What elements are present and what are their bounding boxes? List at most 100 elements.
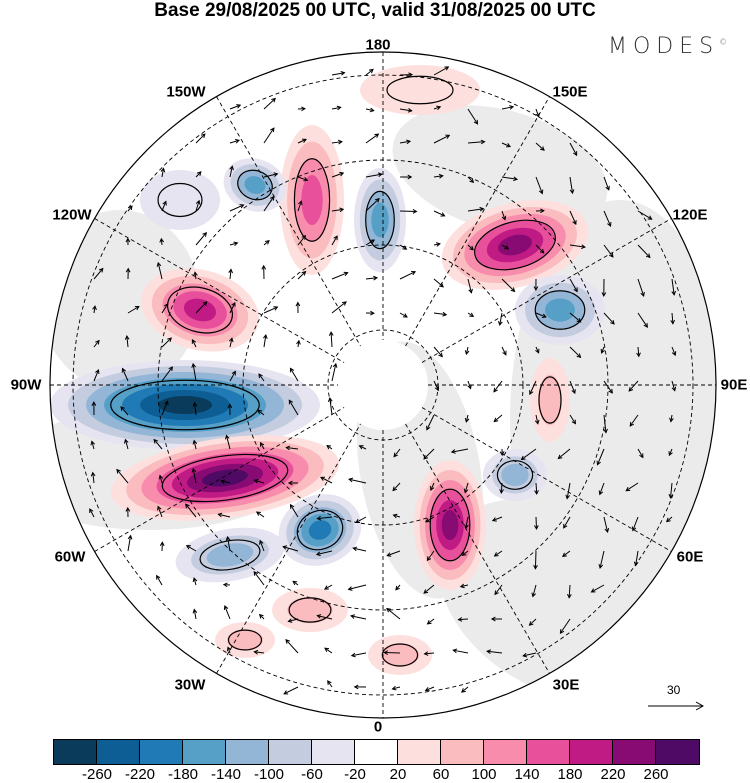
wind-arrow: [633, 550, 639, 567]
colorbar-bin: [226, 740, 269, 764]
wind-arrow: [315, 550, 333, 557]
wind-arrow: [331, 207, 345, 213]
wind-arrow: [225, 535, 231, 552]
negative-anomaly: [483, 449, 547, 501]
wind-arrow: [153, 438, 163, 450]
wind-arrow: [386, 550, 401, 557]
wind-arrow: [226, 646, 232, 654]
wind-arrow: [297, 234, 307, 246]
wind-arrow: [464, 414, 470, 423]
wind-arrow: [191, 467, 197, 484]
wind-arrow: [228, 337, 234, 348]
wind-arrow: [393, 448, 401, 458]
wind-arrow: [493, 550, 503, 557]
wind-arrow: [603, 176, 610, 191]
wind-arrow: [285, 445, 299, 451]
wind-arrow: [467, 206, 485, 212]
wind-arrow: [433, 66, 450, 76]
wind-arrow: [569, 346, 582, 359]
wind-arrow: [671, 380, 677, 392]
wind-arrow: [253, 649, 265, 655]
colorbar-bin: [269, 740, 312, 764]
wind-arrow: [433, 134, 451, 144]
wind-arrow: [452, 648, 469, 654]
modes-logo: MODES©: [608, 34, 727, 59]
wind-arrow: [365, 107, 375, 113]
colorbar-tick-label: 180: [557, 766, 583, 783]
wind-arrow: [433, 346, 443, 358]
wind-arrow: [535, 244, 545, 254]
wind-arrow: [433, 210, 446, 217]
wind-arrow: [255, 511, 265, 518]
colorbar-bin: [656, 740, 699, 764]
wind-arrow: [399, 108, 413, 113]
wind-arrow: [603, 210, 612, 228]
wind-arrow: [227, 403, 233, 416]
wind-arrow: [331, 235, 338, 246]
wind-arrow: [185, 545, 197, 552]
wind-arrow: [534, 516, 539, 530]
reference-arrow: [648, 701, 705, 711]
latitude-circle: [72, 74, 694, 696]
wind-arrow: [522, 652, 537, 658]
wind-arrow: [193, 271, 198, 280]
wind-arrow: [399, 271, 417, 280]
wind-arrow: [567, 584, 572, 599]
wind-arrow: [263, 127, 275, 144]
wind-arrow: [260, 441, 265, 450]
wind-arrow: [520, 448, 537, 461]
logo-text: MODES: [608, 34, 720, 59]
positive-anomaly: [280, 125, 344, 275]
wind-arrow: [395, 584, 401, 591]
wind-arrow: [467, 139, 486, 145]
reference-vector-label: 30: [667, 683, 681, 697]
wind-arrow: [501, 176, 519, 182]
colorbar-bin: [613, 740, 656, 764]
colorbar-tick-label: -60: [301, 766, 323, 783]
wind-arrow: [90, 440, 96, 450]
wind-arrow: [297, 176, 309, 182]
wind-arrow: [261, 264, 267, 280]
wind-arrow: [331, 171, 345, 178]
wind-arrow: [433, 311, 448, 317]
wind-arrow: [257, 409, 265, 416]
wind-arrow: [563, 516, 571, 529]
colorbar-tick-label: 220: [600, 766, 626, 783]
wind-arrow: [156, 574, 163, 586]
wind-arrow: [629, 414, 639, 427]
wind-arrow: [185, 503, 197, 518]
wind-arrow: [123, 438, 129, 450]
wind-arrow: [283, 686, 299, 695]
land-area: [50, 210, 200, 390]
wind-arrow: [603, 516, 610, 534]
lon-label-60e: 60E: [676, 548, 704, 566]
streamline-contour: [474, 219, 556, 271]
wind-arrow: [535, 142, 545, 151]
wind-arrow: [668, 448, 673, 457]
map-title: Base 29/08/2025 00 UTC, valid 31/08/2025…: [154, 0, 596, 21]
wind-arrow: [461, 686, 469, 693]
negative-anomaly: [140, 170, 220, 230]
colorbar-bin: [312, 740, 355, 764]
wind-arrow: [491, 516, 503, 522]
colorbar-tick-label: -20: [344, 766, 366, 783]
colorbar-tick-label: -100: [253, 766, 285, 783]
wind-arrow: [399, 244, 408, 250]
wind-arrow: [263, 333, 268, 348]
wind-arrow: [490, 616, 503, 622]
wind-arrow: [263, 239, 270, 246]
positive-anomaly: [530, 358, 570, 442]
wind-arrow: [195, 232, 207, 246]
colorbar-tick-label: 260: [643, 766, 669, 783]
wind-arrow: [459, 583, 469, 589]
wind-arrow: [229, 241, 239, 247]
lon-label-120e: 120E: [672, 206, 708, 224]
wind-arrow: [222, 582, 231, 588]
wind-arrow: [125, 267, 131, 280]
wind-arrow: [557, 448, 571, 460]
wind-arrow: [603, 414, 608, 434]
wind-arrow: [497, 312, 503, 326]
colorbar-tick-label: 60: [432, 766, 450, 783]
wind-arrow: [450, 448, 469, 454]
